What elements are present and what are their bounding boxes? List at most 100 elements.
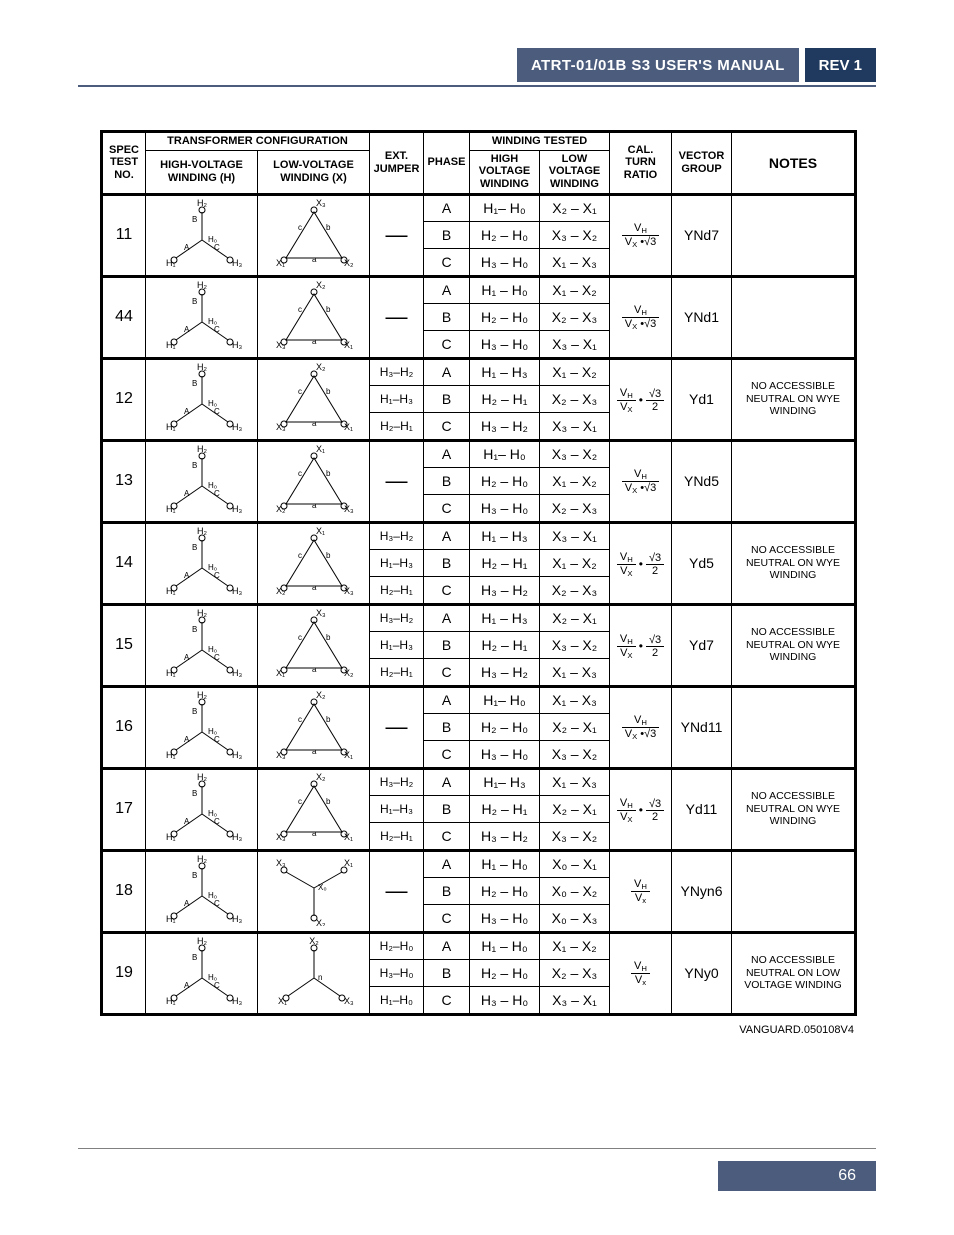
cal-turn-ratio: VHVX•√32 — [610, 522, 672, 604]
svg-text:B: B — [192, 625, 197, 634]
col-spec: SPEC TEST NO. — [102, 132, 146, 195]
hv-winding-cell: H₂ – H₀ — [470, 960, 540, 986]
svg-text:c: c — [298, 387, 302, 396]
hv-winding-diagram: H₂H₁H₃H₀BAC — [146, 932, 258, 1014]
lv-winding-cell: X₃ – X₁ — [540, 412, 610, 440]
svg-text:c: c — [298, 715, 302, 724]
col-hvwind: HIGH VOLTAGE WINDING — [470, 150, 540, 194]
hv-winding-cell: H₂ – H₁ — [470, 632, 540, 658]
phase-cell: A — [424, 604, 470, 632]
ext-jumper: H₁–H₃ — [370, 386, 424, 412]
hv-winding-cell: H₁ – H₃ — [470, 604, 540, 632]
lv-winding-diagram: X₃X₁X₂X₀ — [258, 850, 370, 932]
phase-cell: C — [424, 412, 470, 440]
vector-group: YNd1 — [672, 276, 732, 358]
svg-text:a: a — [312, 665, 317, 674]
lv-winding-diagram: X₂X₃X₁cba — [258, 358, 370, 440]
spec-test-no: 13 — [102, 440, 146, 522]
lv-winding-cell: X₂ – X₁ — [540, 604, 610, 632]
lv-winding-cell: X₂ – X₁ — [540, 714, 610, 740]
hv-winding-cell: H₃ – H₀ — [470, 248, 540, 276]
svg-text:H₁: H₁ — [166, 422, 176, 432]
svg-text:A: A — [184, 571, 190, 580]
svg-text:A: A — [184, 735, 190, 744]
table-row: 18H₂H₁H₃H₀BACX₃X₁X₂X₀—AH₁ – H₀X₀ – X₁VHV… — [102, 850, 856, 878]
vector-group: Yd11 — [672, 768, 732, 850]
hv-winding-cell: H₂ – H₁ — [470, 796, 540, 822]
svg-text:X₀: X₀ — [318, 883, 327, 892]
cal-turn-ratio: VHVX •√3 — [610, 686, 672, 768]
svg-text:X₃: X₃ — [276, 832, 286, 842]
cal-turn-ratio: VHVX•√32 — [610, 768, 672, 850]
ext-jumper: H₁–H₃ — [370, 550, 424, 576]
svg-text:X₁: X₁ — [344, 422, 353, 432]
spec-test-no: 11 — [102, 194, 146, 276]
notes-cell — [732, 276, 856, 358]
cal-turn-ratio: VHVX•√32 — [610, 604, 672, 686]
svg-text:B: B — [192, 543, 197, 552]
svg-text:H₃: H₃ — [232, 832, 242, 842]
svg-text:X₃: X₃ — [276, 750, 286, 760]
cal-turn-ratio: VHVX•√32 — [610, 358, 672, 440]
notes-cell: NO ACCESSIBLE NEUTRAL ON WYE WINDING — [732, 358, 856, 440]
phase-cell: C — [424, 986, 470, 1014]
ext-jumper: H₁–H₀ — [370, 986, 424, 1014]
svg-text:a: a — [312, 419, 317, 428]
hv-winding-cell: H₂ – H₀ — [470, 222, 540, 248]
phase-cell: C — [424, 904, 470, 932]
vector-group: YNyn6 — [672, 850, 732, 932]
ext-jumper: H₂–H₁ — [370, 822, 424, 850]
svg-text:C: C — [214, 899, 220, 908]
cal-turn-ratio: VHVX •√3 — [610, 194, 672, 276]
svg-text:X₂: X₂ — [316, 362, 326, 372]
hv-winding-diagram: H₂H₁H₃H₀BAC — [146, 604, 258, 686]
hv-winding-cell: H₁– H₀ — [470, 194, 540, 222]
phase-cell: A — [424, 932, 470, 960]
svg-text:X₁: X₁ — [276, 258, 285, 268]
svg-text:b: b — [326, 469, 331, 478]
ext-jumper: — — [370, 276, 424, 358]
table-row: 16H₂H₁H₃H₀BACX₂X₃X₁cba—AH₁– H₀X₁ – X₃VHV… — [102, 686, 856, 714]
spec-test-no: 17 — [102, 768, 146, 850]
svg-text:X₁: X₁ — [316, 444, 325, 454]
hv-winding-diagram: H₂H₁H₃H₀BAC — [146, 686, 258, 768]
colgrp-transformer: TRANSFORMER CONFIGURATION — [146, 132, 370, 151]
svg-text:c: c — [298, 797, 302, 806]
vector-group: Yd1 — [672, 358, 732, 440]
phase-cell: C — [424, 658, 470, 686]
table-row: 12H₂H₁H₃H₀BACX₂X₃X₁cbaH₃–H₂AH₁ – H₃X₁ – … — [102, 358, 856, 386]
phase-cell: B — [424, 386, 470, 412]
svg-text:A: A — [184, 489, 190, 498]
svg-text:H₂: H₂ — [197, 608, 207, 618]
phase-cell: A — [424, 440, 470, 468]
svg-text:H₁: H₁ — [166, 750, 176, 760]
lv-winding-diagram: X₂X₃X₁cba — [258, 768, 370, 850]
svg-text:C: C — [214, 981, 220, 990]
lv-winding-cell: X₃ – X₁ — [540, 522, 610, 550]
ext-jumper: H₁–H₃ — [370, 796, 424, 822]
spec-test-no: 19 — [102, 932, 146, 1014]
hv-winding-cell: H₃ – H₀ — [470, 740, 540, 768]
svg-text:X₂: X₂ — [316, 918, 326, 926]
svg-text:H₂: H₂ — [197, 280, 207, 290]
table-row: 19H₂H₁H₃H₀BACX₂X₁X₃nH₂–H₀AH₁ – H₀X₁ – X₂… — [102, 932, 856, 960]
svg-text:X₃: X₃ — [276, 340, 286, 350]
hv-winding-diagram: H₂H₁H₃H₀BAC — [146, 194, 258, 276]
svg-text:H₁: H₁ — [166, 340, 176, 350]
svg-text:b: b — [326, 715, 331, 724]
cal-turn-ratio: VHVX •√3 — [610, 276, 672, 358]
svg-text:C: C — [214, 817, 220, 826]
svg-text:H₂: H₂ — [197, 444, 207, 454]
table-row: 14H₂H₁H₃H₀BACX₁X₂X₃cbaH₃–H₂AH₁ – H₃X₃ – … — [102, 522, 856, 550]
lv-winding-cell: X₂ – X₁ — [540, 796, 610, 822]
phase-cell: A — [424, 522, 470, 550]
ext-jumper: H₃–H₂ — [370, 604, 424, 632]
hv-winding-diagram: H₂H₁H₃H₀BAC — [146, 276, 258, 358]
hv-winding-diagram: H₂H₁H₃H₀BAC — [146, 358, 258, 440]
svg-text:A: A — [184, 817, 190, 826]
lv-winding-cell: X₂ – X₃ — [540, 960, 610, 986]
lv-winding-cell: X₂ – X₃ — [540, 494, 610, 522]
lv-winding-cell: X₁ – X₂ — [540, 932, 610, 960]
svg-text:a: a — [312, 829, 317, 838]
svg-text:c: c — [298, 551, 302, 560]
